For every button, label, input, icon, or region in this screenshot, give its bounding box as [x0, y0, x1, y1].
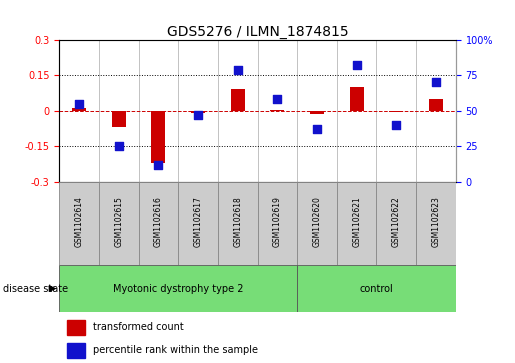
Text: GSM1102623: GSM1102623: [432, 196, 440, 247]
Bar: [59, 182, 99, 265]
Point: [432, 79, 440, 85]
Point: [392, 122, 401, 128]
Bar: [151, 111, 165, 163]
Point: [352, 62, 360, 68]
Text: transformed count: transformed count: [93, 322, 184, 333]
Text: GSM1102614: GSM1102614: [75, 196, 83, 247]
Bar: [376, 182, 416, 265]
Text: GSM1102615: GSM1102615: [114, 196, 123, 247]
Bar: [416, 182, 456, 265]
Bar: [139, 182, 178, 265]
Point: [75, 101, 83, 107]
Text: GSM1102618: GSM1102618: [233, 196, 242, 247]
Bar: [389, 111, 403, 112]
Bar: [270, 110, 284, 111]
Bar: [337, 182, 376, 265]
Text: percentile rank within the sample: percentile rank within the sample: [93, 345, 258, 355]
Bar: [112, 111, 126, 127]
Point: [154, 162, 162, 167]
Bar: [191, 111, 205, 113]
Point: [194, 112, 202, 118]
Bar: [67, 343, 85, 358]
Point: [313, 126, 321, 132]
Bar: [67, 320, 85, 335]
Bar: [178, 182, 218, 265]
Bar: [258, 182, 297, 265]
Point: [273, 97, 281, 102]
Text: GSM1102622: GSM1102622: [392, 196, 401, 247]
Text: GSM1102617: GSM1102617: [194, 196, 202, 247]
Text: GSM1102620: GSM1102620: [313, 196, 321, 247]
Bar: [350, 87, 364, 111]
Bar: [99, 182, 139, 265]
Bar: [72, 108, 86, 111]
Text: GSM1102621: GSM1102621: [352, 196, 361, 247]
Text: disease state: disease state: [3, 284, 68, 294]
Text: GSM1102616: GSM1102616: [154, 196, 163, 247]
Bar: [231, 90, 245, 111]
Point: [233, 67, 242, 73]
Text: control: control: [359, 284, 393, 294]
Text: GSM1102619: GSM1102619: [273, 196, 282, 247]
Bar: [218, 182, 258, 265]
Title: GDS5276 / ILMN_1874815: GDS5276 / ILMN_1874815: [167, 25, 348, 39]
Bar: [59, 265, 297, 312]
Bar: [297, 265, 456, 312]
Text: Myotonic dystrophy type 2: Myotonic dystrophy type 2: [113, 284, 244, 294]
Bar: [297, 182, 337, 265]
Bar: [429, 99, 443, 111]
Point: [114, 143, 123, 149]
Bar: [310, 111, 324, 114]
